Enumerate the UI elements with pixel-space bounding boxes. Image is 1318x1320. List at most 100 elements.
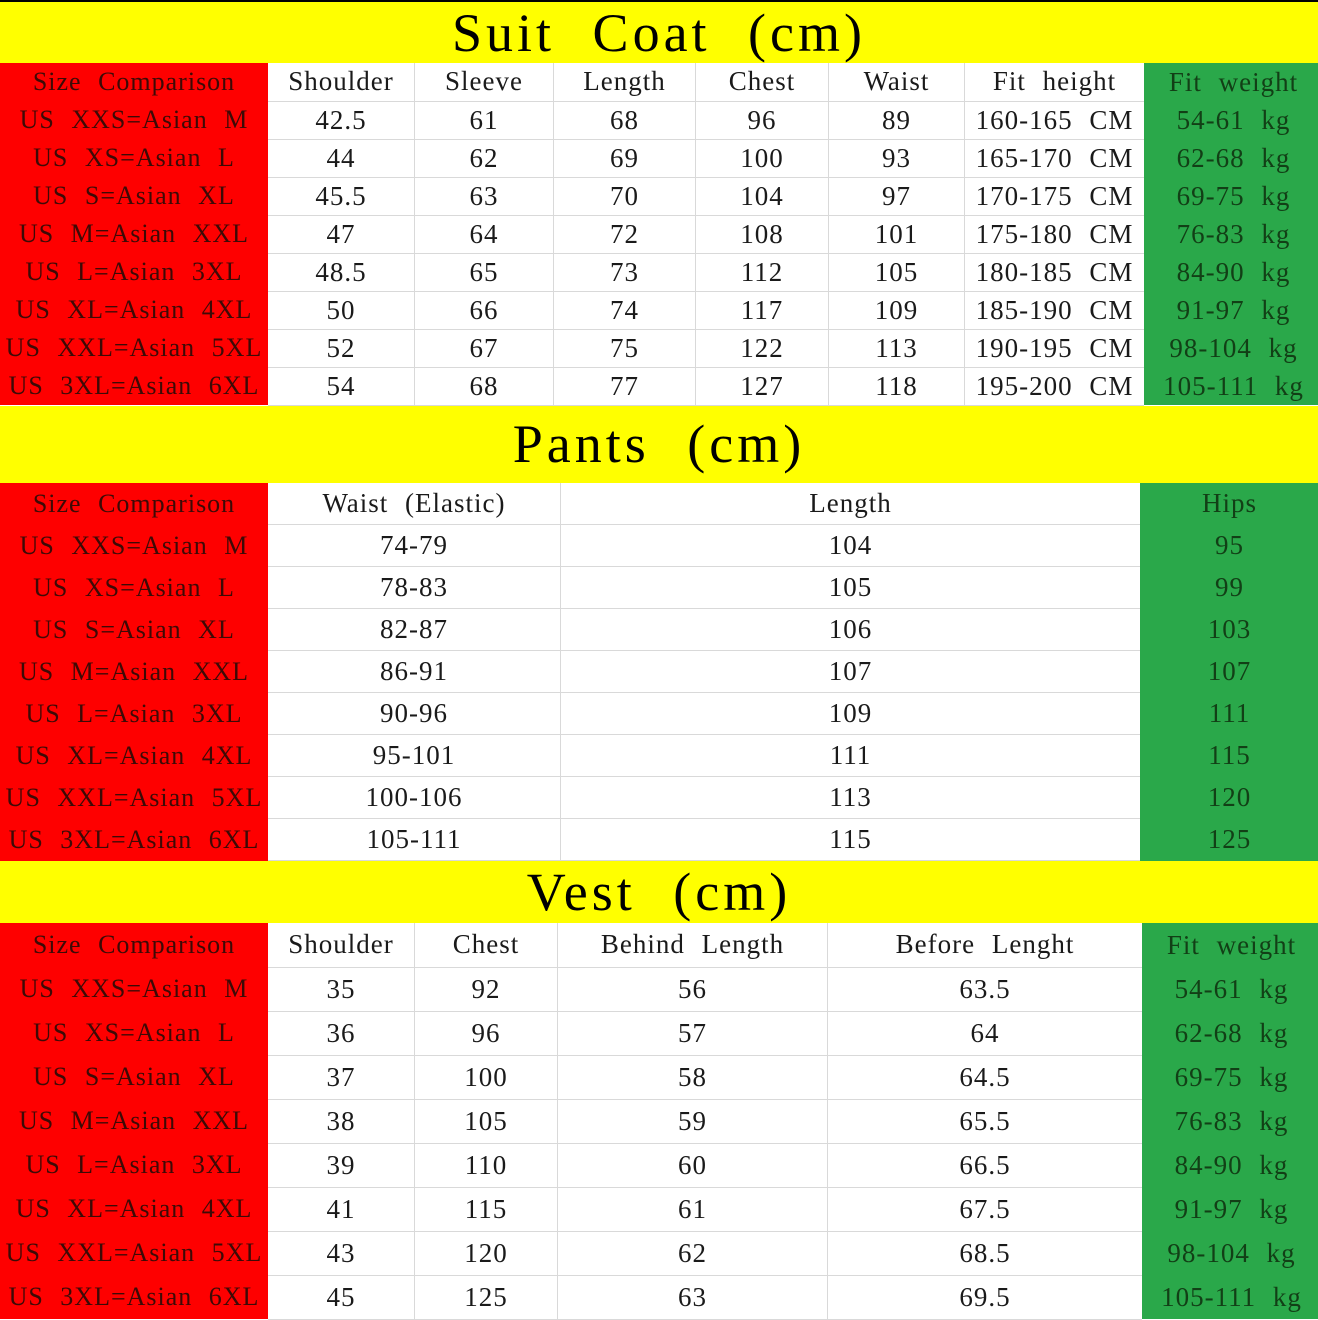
suit-coat-title: Suit Coat (cm)	[452, 2, 866, 63]
value-cell: 36	[268, 1011, 415, 1056]
value-cell: 64	[827, 1011, 1142, 1056]
table-row: US XS=Asian L 78-83 105 99	[0, 566, 1318, 609]
size-comparison-header: Size Comparison	[0, 923, 268, 967]
value-cell: 43	[268, 1231, 415, 1276]
value-cell: 105	[414, 1099, 558, 1144]
column-header: Chest	[695, 63, 829, 102]
table-row: US XL=Asian 4XL 41 115 61 67.5 91-97 kg	[0, 1187, 1318, 1232]
size-label-cell: US XS=Asian L	[0, 1011, 268, 1055]
image-top-border	[0, 0, 1318, 2]
value-cell: 67.5	[827, 1187, 1142, 1232]
weight-cell: 69-75 kg	[1142, 1055, 1318, 1099]
table-row: US L=Asian 3XL 39 110 60 66.5 84-90 kg	[0, 1143, 1318, 1188]
size-label-cell: US XL=Asian 4XL	[0, 291, 268, 329]
weight-cell: 91-97 kg	[1142, 1187, 1318, 1231]
column-header: Fit weight	[1142, 923, 1318, 967]
weight-cell: 69-75 kg	[1144, 177, 1318, 215]
table-row: US XXL=Asian 5XL 100-106 113 120	[0, 776, 1318, 819]
weight-cell: 98-104 kg	[1144, 329, 1318, 367]
vest-title: Vest (cm)	[526, 862, 792, 922]
weight-cell: 84-90 kg	[1144, 253, 1318, 291]
value-cell: 96	[414, 1011, 558, 1056]
size-label-cell: US XL=Asian 4XL	[0, 1187, 268, 1231]
pants-title: Pants (cm)	[512, 414, 806, 474]
value-cell: 100-106	[268, 776, 561, 819]
suit-coat-size-table: Size Comparison Shoulder Sleeve Length Chest…	[0, 63, 1318, 406]
value-cell: 65.5	[827, 1099, 1142, 1144]
value-cell: 113	[828, 329, 965, 368]
value-cell: 86-91	[268, 650, 561, 693]
value-cell: 63	[414, 177, 554, 216]
table-row: US XL=Asian 4XL 95-101 111 115	[0, 734, 1318, 777]
value-cell: 100	[414, 1055, 558, 1100]
value-cell: 105	[828, 253, 965, 292]
value-cell: 74	[553, 291, 696, 330]
value-cell: 117	[695, 291, 829, 330]
value-cell: 97	[828, 177, 965, 216]
value-cell: 118	[828, 367, 965, 406]
value-cell: 127	[695, 367, 829, 406]
size-comparison-header: Size Comparison	[0, 63, 268, 101]
pants-title-band: Pants (cm)	[0, 405, 1318, 483]
table-row: US 3XL=Asian 6XL 105-111 115 125	[0, 818, 1318, 861]
weight-cell: 54-61 kg	[1142, 967, 1318, 1011]
column-header: Hips	[1140, 482, 1318, 525]
value-cell: 67	[414, 329, 554, 368]
value-cell: 68	[553, 101, 696, 140]
value-cell: 165-170 CM	[964, 139, 1144, 178]
weight-cell: 125	[1140, 818, 1318, 861]
value-cell: 105-111	[268, 818, 561, 861]
value-cell: 77	[553, 367, 696, 406]
vest-size-table: Size Comparison Shoulder Chest Behind Lengt…	[0, 923, 1318, 1320]
table-row: US XS=Asian L 44 62 69 100 93 165-170 CM 62-68 …	[0, 139, 1318, 178]
size-label-cell: US L=Asian 3XL	[0, 1143, 268, 1187]
column-header: Before Lenght	[827, 923, 1142, 968]
size-label-cell: US XXL=Asian 5XL	[0, 1231, 268, 1275]
value-cell: 125	[414, 1275, 558, 1320]
value-cell: 109	[828, 291, 965, 330]
value-cell: 111	[560, 734, 1140, 777]
size-label-cell: US S=Asian XL	[0, 1055, 268, 1099]
table-row: US XXS=Asian M 35 92 56 63.5 54-61 kg	[0, 967, 1318, 1012]
value-cell: 35	[268, 967, 415, 1012]
vest-title-band: Vest (cm)	[0, 861, 1318, 923]
column-header: Fit height	[964, 63, 1144, 102]
value-cell: 101	[828, 215, 965, 254]
table-row: US S=Asian XL 82-87 106 103	[0, 608, 1318, 651]
value-cell: 42.5	[268, 101, 415, 140]
value-cell: 38	[268, 1099, 415, 1144]
weight-cell: 76-83 kg	[1144, 215, 1318, 253]
value-cell: 64	[414, 215, 554, 254]
table-row: US M=Asian XXL 38 105 59 65.5 76-83 kg	[0, 1099, 1318, 1144]
size-label-cell: US XXS=Asian M	[0, 101, 268, 139]
value-cell: 61	[557, 1187, 828, 1232]
size-label-cell: US M=Asian XXL	[0, 215, 268, 253]
table-row: US L=Asian 3XL 48.5 65 73 112 105 180-185 CM 84…	[0, 253, 1318, 292]
value-cell: 61	[414, 101, 554, 140]
value-cell: 62	[414, 139, 554, 178]
value-cell: 108	[695, 215, 829, 254]
value-cell: 175-180 CM	[964, 215, 1144, 254]
value-cell: 58	[557, 1055, 828, 1100]
size-label-cell: US XXS=Asian M	[0, 967, 268, 1011]
size-label-cell: US XXL=Asian 5XL	[0, 776, 268, 819]
value-cell: 63.5	[827, 967, 1142, 1012]
size-label-cell: US M=Asian XXL	[0, 650, 268, 693]
value-cell: 63	[557, 1275, 828, 1320]
value-cell: 115	[560, 818, 1140, 861]
weight-cell: 120	[1140, 776, 1318, 819]
value-cell: 96	[695, 101, 829, 140]
value-cell: 180-185 CM	[964, 253, 1144, 292]
size-label-cell: US XXL=Asian 5XL	[0, 329, 268, 367]
table-row: US S=Asian XL 45.5 63 70 104 97 170-175 CM 69-7…	[0, 177, 1318, 216]
weight-cell: 107	[1140, 650, 1318, 693]
value-cell: 106	[560, 608, 1140, 651]
value-cell: 109	[560, 692, 1140, 735]
value-cell: 39	[268, 1143, 415, 1188]
value-cell: 60	[557, 1143, 828, 1188]
table-row: US XXL=Asian 5XL 43 120 62 68.5 98-104 kg	[0, 1231, 1318, 1276]
column-header: Waist (Elastic)	[268, 482, 561, 525]
value-cell: 68	[414, 367, 554, 406]
value-cell: 89	[828, 101, 965, 140]
value-cell: 54	[268, 367, 415, 406]
